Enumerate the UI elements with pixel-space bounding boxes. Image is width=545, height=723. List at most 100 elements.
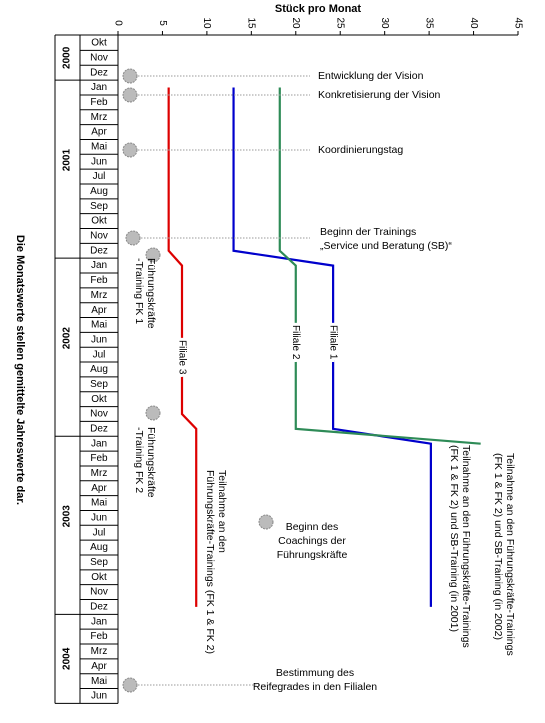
annotation-text: Konkretisierung der Vision	[318, 89, 441, 101]
series-line	[232, 87, 432, 607]
y-tick-label: Mrz	[91, 468, 108, 479]
y-tick-label: Nov	[90, 587, 108, 598]
annotation-text: (FK 1 & FK 2) und SB-Training (in 2002)	[492, 453, 504, 640]
year-label: 2004	[62, 647, 73, 670]
y-tick-label: Jun	[91, 691, 107, 702]
y-tick-label: Jan	[91, 260, 107, 271]
year-label: 2001	[62, 149, 73, 172]
y-tick-label: Apr	[91, 127, 107, 138]
y-tick-label: Aug	[90, 364, 108, 375]
y-tick-label: Jan	[91, 82, 107, 93]
annotation-text: Beginn der Trainings	[320, 226, 416, 238]
annotation-text: Führungskräfte-Trainings (FK 1 & FK 2)	[204, 470, 216, 654]
y-tick-label: Mrz	[91, 290, 108, 301]
annotation-text: Bestimmung des	[276, 667, 354, 679]
x-tick-label: 30	[379, 17, 390, 29]
annotation-text: Teilnahme an den	[216, 470, 228, 553]
y-tick-label: Jul	[93, 349, 106, 360]
x-tick-label: 45	[512, 17, 523, 29]
annotation: Teilnahme an den Führungskräfte-Training…	[492, 453, 516, 656]
y-tick-label: Jul	[93, 171, 106, 182]
event-marker	[122, 68, 138, 84]
event-marker	[258, 514, 274, 530]
series-line	[167, 87, 198, 607]
y-tick-label: Okt	[91, 216, 107, 227]
y-tick-label: Dez	[90, 423, 108, 434]
annotation-text: Führungskräfte	[277, 549, 348, 561]
annotation: Bestimmung des Reifegrades in den Filiale…	[122, 667, 377, 693]
series-line	[278, 87, 481, 445]
y-tick-label: Aug	[90, 542, 108, 553]
y-tick-label: Jul	[93, 527, 106, 538]
y-tick-label: Apr	[91, 483, 107, 494]
axis-title: Stück pro Monat	[275, 3, 362, 15]
annotation: Führungskräfte-Training FK 2	[133, 405, 161, 498]
event-marker	[122, 142, 138, 158]
y-tick-label: Jun	[91, 156, 107, 167]
annotation-text: Beginn des	[286, 521, 339, 533]
y-tick-label: Nov	[90, 409, 108, 420]
x-tick-label: 20	[290, 17, 301, 29]
y-tick-label: Nov	[90, 231, 108, 242]
y-tick-label: Apr	[91, 661, 107, 672]
x-tick-label: 15	[246, 17, 257, 29]
y-tick-label: Jun	[91, 334, 107, 345]
y-tick-label: Feb	[90, 275, 108, 286]
event-marker	[122, 87, 138, 103]
y-tick-label: Dez	[90, 602, 108, 613]
annotation: Konkretisierung der Vision	[122, 87, 441, 103]
y-tick-label: Jun	[91, 513, 107, 524]
annotation-text: Führungskräfte	[145, 258, 157, 329]
annotation-text: „Service und Beratung (SB)“	[320, 240, 452, 252]
y-tick-label: Jan	[91, 438, 107, 449]
y-tick-label: Mai	[91, 676, 107, 687]
x-tick-label: 10	[201, 17, 212, 29]
y-tick-label: Apr	[91, 305, 107, 316]
y-tick-label: Sep	[90, 557, 108, 568]
x-tick-label: 35	[423, 17, 434, 29]
year-label: 2000	[62, 46, 73, 69]
y-tick-label: Feb	[90, 97, 108, 108]
y-tick-label: Mai	[91, 498, 107, 509]
annotation-text: Reifegrades in den Filialen	[253, 681, 377, 693]
annotation: Führungskräfte-Training FK 1	[133, 247, 161, 329]
event-marker	[122, 677, 138, 693]
y-tick-label: Mrz	[91, 112, 108, 123]
y-tick-label: Okt	[91, 572, 107, 583]
y-tick-label: Aug	[90, 186, 108, 197]
y-tick-label: Sep	[90, 201, 108, 212]
y-tick-label: Sep	[90, 379, 108, 390]
y-tick-label: Mai	[91, 320, 107, 331]
y-tick-label: Mrz	[91, 646, 108, 657]
x-tick-label: 5	[157, 20, 168, 26]
annotation-text: Teilnahme an den Führungskräfte-Training…	[460, 445, 472, 648]
annotation: Beginn des Coachings der Führungskräfte	[258, 514, 348, 561]
note: Die Monatswerte stellen gemittelte Jahre…	[14, 235, 26, 505]
annotation: Teilnahme an denFührungskräfte-Trainings…	[204, 470, 228, 654]
y-tick-label: Okt	[91, 394, 107, 405]
annotation-text: Coachings der	[278, 535, 346, 547]
annotation-text: -Training FK 1	[133, 258, 145, 324]
series-label: Filiale 3	[176, 340, 187, 375]
y-tick-label: Dez	[90, 67, 108, 78]
annotation-text: Entwicklung der Vision	[318, 70, 424, 82]
annotation: Beginn der Trainings „Service und Beratun…	[125, 226, 452, 252]
y-tick-label: Okt	[91, 38, 107, 49]
y-tick-label: Jan	[91, 616, 107, 627]
annotation-text: Teilnahme an den Führungskräfte-Training…	[504, 453, 516, 656]
annotation: Koordinierungstag	[122, 142, 403, 158]
annotation: Entwicklung der Vision	[122, 68, 424, 84]
y-tick-label: Feb	[90, 631, 108, 642]
year-label: 2002	[62, 327, 73, 350]
y-tick-label: Dez	[90, 245, 108, 256]
annotation-text: Führungskräfte	[145, 427, 157, 498]
annotation-text: -Training FK 2	[133, 427, 145, 493]
event-marker	[125, 230, 141, 246]
annotation: Teilnahme an den Führungskräfte-Training…	[448, 445, 472, 648]
annotation-text: (FK 1 & FK 2) und SB-Training (in 2001)	[448, 445, 460, 632]
series-label: Filiale 2	[290, 325, 301, 360]
x-tick-label: 0	[112, 20, 123, 26]
annotation-text: Koordinierungstag	[318, 144, 403, 156]
year-label: 2003	[62, 505, 73, 528]
